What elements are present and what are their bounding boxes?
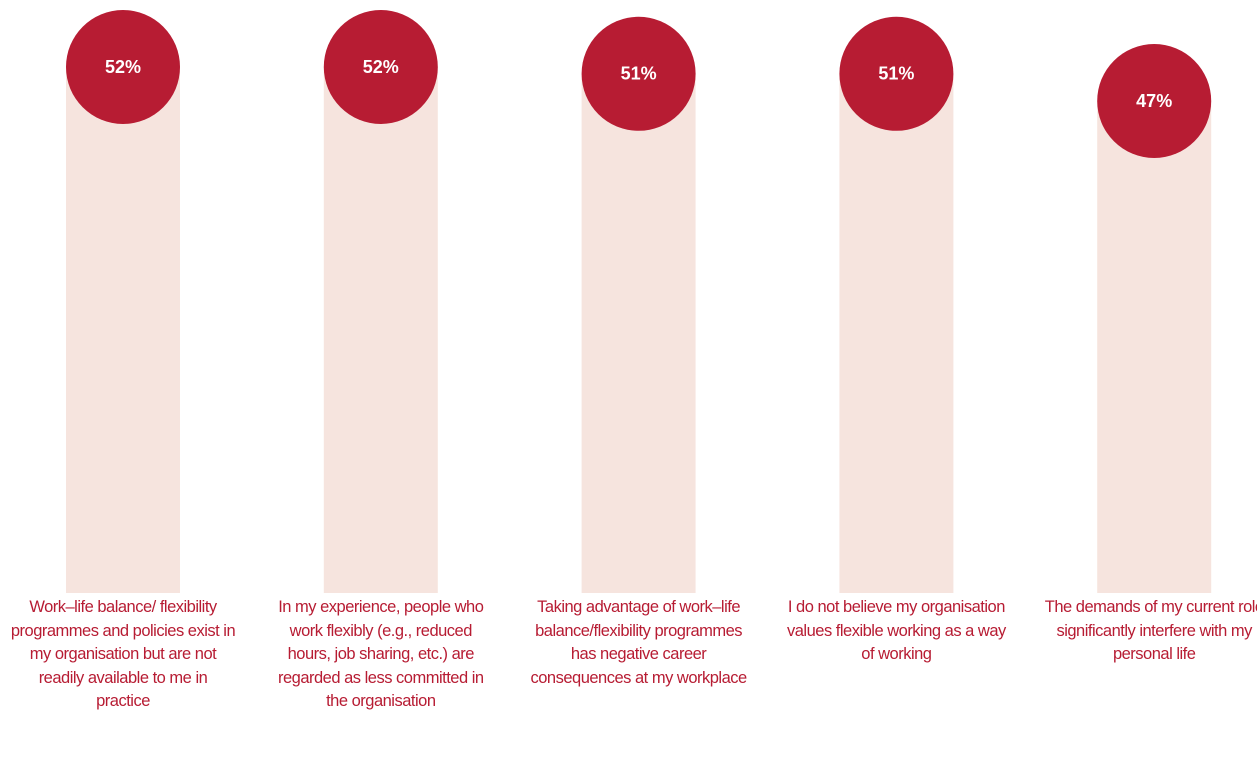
category-label: I do not believe my organisation values …: [787, 598, 1006, 664]
value-label: 52%: [363, 57, 399, 77]
category-label: In my experience, people who work flexib…: [277, 598, 484, 711]
category-label: Work–life balance/ flexibility programme…: [10, 598, 236, 711]
bar: [323, 67, 438, 593]
value-label: 51%: [878, 64, 914, 84]
bar-head: [839, 16, 954, 131]
category-label: Taking advantage of work–life balance/fl…: [530, 598, 747, 687]
bar: [1097, 101, 1212, 593]
bar-head: [66, 10, 180, 124]
bar-head: [1097, 44, 1212, 158]
bar: [66, 67, 180, 593]
category-label: The demands of my current role significa…: [1044, 598, 1257, 664]
bar-head: [581, 16, 696, 131]
bar-head: [323, 10, 438, 124]
bar: [581, 73, 696, 594]
value-label: 51%: [621, 64, 657, 84]
value-label: 47%: [1136, 91, 1172, 111]
bar: [839, 73, 954, 594]
value-label: 52%: [105, 57, 141, 77]
